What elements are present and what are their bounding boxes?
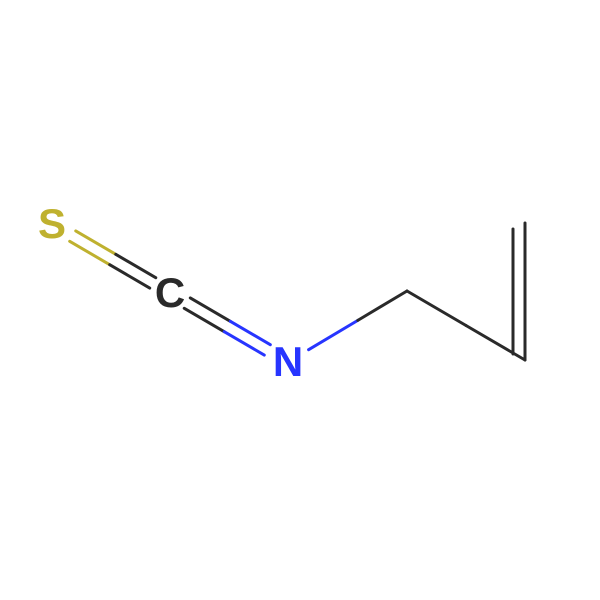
molecule-canvas: S C N [0,0,600,600]
atom-label-n: N [273,341,303,383]
atom-label-c1: C [155,272,185,314]
atom-label-s: S [38,203,66,245]
bond-layer [0,0,600,600]
